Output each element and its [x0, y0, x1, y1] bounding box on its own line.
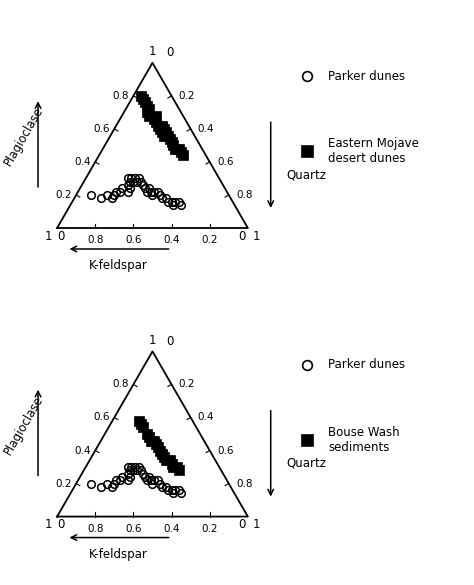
Text: 0.2: 0.2: [179, 91, 195, 101]
Text: K-feldspar: K-feldspar: [89, 260, 147, 273]
Text: Bouse Wash
sediments: Bouse Wash sediments: [328, 426, 400, 454]
Text: K-feldspar: K-feldspar: [89, 548, 147, 561]
Text: 1: 1: [45, 518, 52, 532]
Text: 0.2: 0.2: [201, 235, 218, 245]
Text: 0.6: 0.6: [125, 524, 142, 534]
Text: Quartz: Quartz: [286, 457, 326, 470]
Text: 0.2: 0.2: [55, 190, 72, 200]
Text: 0.4: 0.4: [163, 235, 180, 245]
Text: 0.6: 0.6: [93, 124, 109, 134]
Text: 1: 1: [253, 230, 260, 243]
Text: Parker dunes: Parker dunes: [328, 70, 405, 83]
Text: 0.8: 0.8: [112, 380, 128, 390]
Text: 0.2: 0.2: [201, 524, 218, 534]
Text: 0.2: 0.2: [179, 380, 195, 390]
Text: 1: 1: [253, 518, 260, 532]
Text: 0.8: 0.8: [87, 235, 103, 245]
Text: 0.4: 0.4: [74, 446, 91, 456]
Text: Plagioclase: Plagioclase: [1, 105, 46, 168]
Text: 0.8: 0.8: [236, 190, 253, 200]
Text: 0.4: 0.4: [163, 524, 180, 534]
Text: 0.8: 0.8: [236, 479, 253, 488]
Text: 0: 0: [57, 518, 64, 532]
Text: Plagioclase: Plagioclase: [1, 393, 46, 457]
Text: 0.6: 0.6: [125, 235, 142, 245]
Text: 0: 0: [166, 46, 173, 59]
Text: 1: 1: [149, 333, 156, 347]
Text: Quartz: Quartz: [286, 168, 326, 181]
Text: 0.6: 0.6: [217, 157, 233, 167]
Text: 0.4: 0.4: [198, 124, 214, 134]
Text: 0.6: 0.6: [93, 412, 109, 422]
Text: 0.6: 0.6: [217, 446, 233, 456]
Text: Parker dunes: Parker dunes: [328, 359, 405, 371]
Text: 0: 0: [166, 335, 173, 347]
Text: 0.2: 0.2: [55, 479, 72, 488]
Text: 0.8: 0.8: [112, 91, 128, 101]
Text: 0: 0: [238, 518, 246, 532]
Text: 0: 0: [57, 230, 64, 243]
Text: 1: 1: [45, 230, 52, 243]
Text: Eastern Mojave
desert dunes: Eastern Mojave desert dunes: [328, 137, 419, 165]
Text: 0.4: 0.4: [198, 412, 214, 422]
Text: 1: 1: [149, 45, 156, 58]
Text: 0.4: 0.4: [74, 157, 91, 167]
Text: 0: 0: [238, 230, 246, 243]
Text: 0.8: 0.8: [87, 524, 103, 534]
